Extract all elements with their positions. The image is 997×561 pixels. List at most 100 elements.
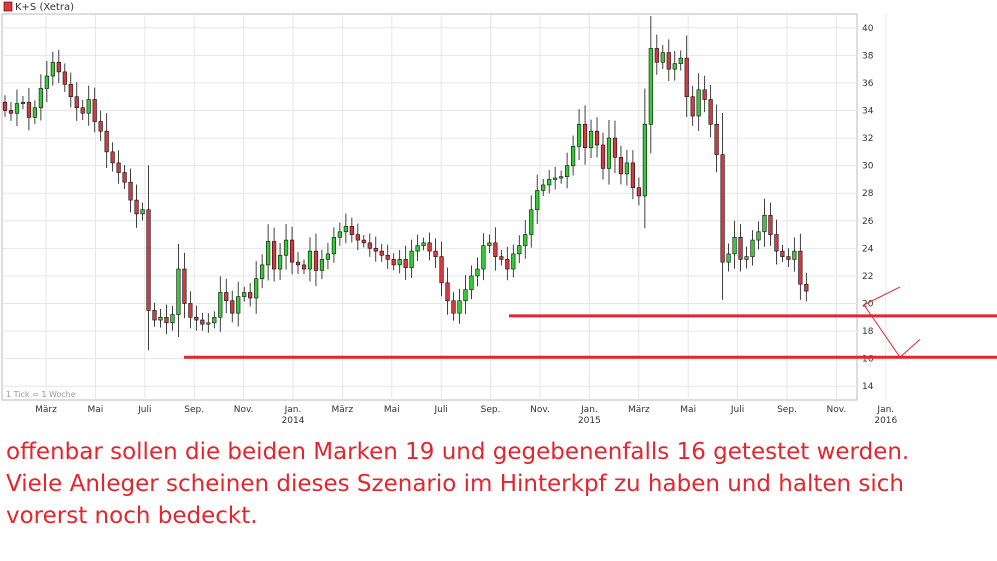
candle	[588, 119, 594, 159]
y-tick-label: 14	[862, 382, 874, 392]
x-tick-label: Jan.	[284, 405, 302, 415]
candle	[798, 233, 803, 300]
candle	[116, 150, 121, 184]
x-tick-label: Sep.	[777, 405, 797, 415]
candle	[618, 145, 624, 185]
y-tick-label: 16	[862, 355, 874, 365]
x-tick-label: Jan.	[580, 405, 598, 415]
grid-lines	[2, 14, 887, 400]
footnote: 1 Tick = 1 Woche	[6, 390, 76, 399]
candle	[433, 238, 438, 269]
candle	[182, 252, 187, 319]
candle	[756, 221, 761, 250]
x-tick-label: Nov.	[530, 405, 550, 415]
candle	[289, 226, 295, 275]
candle	[427, 232, 432, 261]
candle	[690, 85, 695, 126]
candle	[403, 245, 408, 280]
candle	[804, 272, 809, 302]
x-tick-label: März	[332, 405, 354, 415]
candle	[62, 63, 67, 92]
candle	[313, 233, 319, 287]
x-tick-label: Nov.	[234, 405, 254, 415]
candle	[493, 227, 498, 271]
candle	[86, 85, 91, 126]
candle	[702, 75, 707, 113]
x-tick-label: Mai	[88, 405, 104, 415]
candle	[373, 236, 378, 262]
candle	[277, 242, 283, 281]
candle	[307, 237, 313, 282]
candle	[463, 275, 468, 314]
candle	[367, 233, 372, 257]
x-tick-label: Nov.	[827, 405, 847, 415]
candle	[600, 132, 606, 180]
candle	[248, 283, 253, 307]
candle	[140, 202, 145, 221]
caption-line-2: Viele Anleger scheinen dieses Szenario i…	[6, 471, 905, 497]
candle	[642, 88, 647, 229]
candle	[499, 249, 504, 266]
candle	[325, 242, 331, 270]
candle	[517, 235, 522, 264]
candle	[523, 219, 528, 259]
candle	[301, 259, 307, 275]
candle	[397, 250, 402, 274]
candle	[535, 174, 540, 225]
candle	[110, 142, 115, 172]
candle	[266, 224, 271, 281]
candle	[2, 95, 8, 117]
candle	[188, 291, 193, 329]
candle	[8, 102, 14, 121]
candle	[254, 261, 259, 314]
candle	[415, 234, 420, 262]
candle	[152, 302, 157, 327]
candle	[361, 234, 366, 248]
candle	[738, 223, 743, 272]
candle	[385, 244, 390, 269]
candle	[271, 227, 277, 282]
y-axis: 14 16 18 20 22 24 26 28 30 32 34 36 38 40	[862, 24, 874, 392]
candle	[50, 51, 55, 86]
candle	[331, 227, 337, 263]
candle	[104, 113, 109, 169]
candle	[283, 224, 289, 270]
x-tick-label: Juli	[730, 405, 744, 415]
candle	[750, 230, 755, 266]
candle	[80, 100, 85, 121]
candle	[295, 252, 301, 274]
legend-label: K+S (Xetra)	[15, 2, 74, 13]
candle	[451, 292, 456, 321]
y-tick-label: 20	[862, 300, 874, 310]
x-tick-label: Juli	[137, 405, 151, 415]
candle	[56, 49, 61, 84]
candle	[146, 165, 151, 351]
candle	[475, 257, 480, 287]
candle	[164, 304, 169, 335]
candle	[786, 248, 791, 267]
candle	[666, 39, 671, 82]
caption-line-3: vorerst noch bedeckt.	[6, 503, 258, 529]
candle	[612, 120, 618, 174]
legend-swatch	[3, 1, 13, 12]
candle	[230, 290, 235, 323]
candle	[98, 110, 103, 141]
candle	[696, 73, 701, 131]
candle	[744, 246, 749, 269]
y-tick-label: 24	[862, 244, 874, 254]
candle	[170, 305, 175, 331]
candle	[206, 313, 211, 333]
candle	[547, 170, 552, 194]
candle	[541, 178, 546, 196]
candle	[176, 244, 181, 338]
candle	[469, 265, 474, 300]
candle	[349, 217, 354, 243]
candle	[409, 239, 414, 279]
candle	[439, 241, 444, 297]
candle	[457, 288, 462, 324]
candle	[648, 16, 653, 154]
candle	[14, 89, 20, 126]
candle	[792, 237, 797, 272]
candle	[726, 243, 731, 272]
candle	[391, 253, 396, 271]
